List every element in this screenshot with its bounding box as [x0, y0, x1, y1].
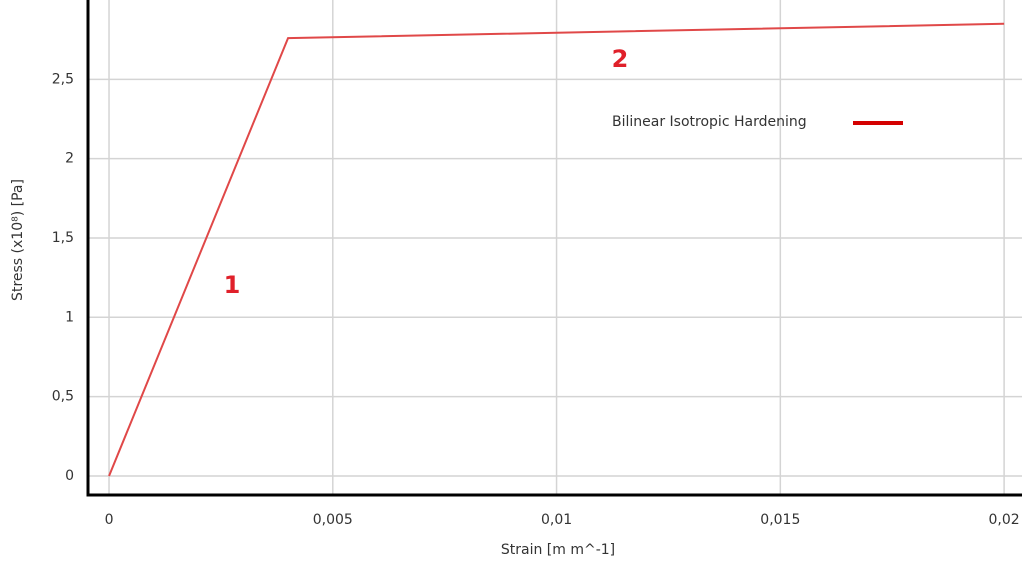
y-tick-label: 2,5: [52, 71, 74, 87]
y-tick-label: 1: [65, 309, 74, 325]
x-axis-title: Strain [m m^-1]: [501, 542, 615, 558]
y-tick-label: 0: [65, 468, 74, 484]
x-tick-label: 0: [105, 512, 114, 528]
x-tick-label: 0,01: [541, 512, 572, 528]
annotation: 2: [612, 45, 629, 73]
y-tick-label: 1,5: [52, 230, 74, 246]
x-tick-label: 0,005: [313, 512, 353, 528]
annotation: 1: [224, 271, 241, 299]
x-tick-label: 0,02: [989, 512, 1020, 528]
x-tick-label: 0,015: [760, 512, 800, 528]
legend-label: Bilinear Isotropic Hardening: [612, 114, 807, 130]
line: [108, 22, 1005, 477]
y-axis-title: Stress (x10⁸) [Pa]: [10, 179, 26, 301]
y-tick-label: 0,5: [52, 389, 74, 405]
y-tick-label: 2: [65, 151, 74, 167]
